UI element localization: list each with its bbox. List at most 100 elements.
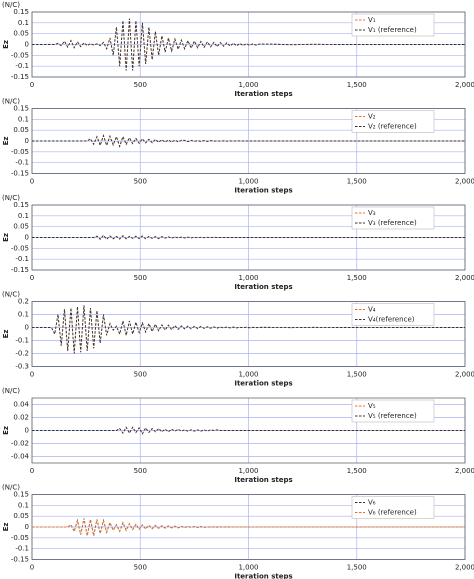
y-tick-label: -0.05 (11, 534, 29, 542)
y-tick-label: 0 (25, 137, 29, 145)
y-tick-label: -0.1 (15, 159, 29, 167)
y-tick-label: 0 (25, 324, 29, 332)
x-axis-label: Iteration steps (234, 476, 292, 484)
y-axis-label: Ez (2, 523, 10, 532)
y-tick-label: 0.15 (13, 201, 29, 209)
x-tick-label: 1,000 (238, 178, 258, 186)
series-line (32, 18, 465, 71)
legend-label: V₆ (reference) (368, 509, 417, 517)
x-tick-label: 0 (30, 81, 34, 89)
y-tick-label: -0.1 (15, 255, 29, 263)
x-tick-label: 2,000 (455, 564, 474, 572)
x-axis-label: Iteration steps (234, 187, 292, 195)
y-tick-label: -0.05 (11, 148, 29, 156)
y-tick-label: -0.15 (11, 266, 29, 274)
x-tick-label: 2,000 (455, 81, 474, 89)
x-tick-label: 1,500 (347, 81, 367, 89)
x-tick-label: 1,500 (347, 178, 367, 186)
y-tick-label: -0.1 (15, 545, 29, 553)
x-tick-label: 1,500 (347, 274, 367, 282)
y-tick-label: 0.02 (13, 414, 29, 422)
unit-label: (N/C) (2, 98, 20, 106)
y-tick-label: 0 (25, 41, 29, 49)
x-axis-label: Iteration steps (234, 283, 292, 291)
legend-box (351, 13, 435, 37)
unit-label: (N/C) (2, 291, 20, 299)
series-line (32, 234, 465, 240)
x-tick-label: 1,500 (347, 564, 367, 572)
x-tick-label: 1,000 (238, 564, 258, 572)
x-tick-label: 500 (134, 371, 147, 379)
y-tick-label: -0.2 (15, 350, 29, 358)
y-tick-label: 0 (25, 234, 29, 242)
x-tick-label: 500 (134, 81, 147, 89)
x-tick-label: 2,000 (455, 467, 474, 475)
y-axis-label: Ez (2, 233, 10, 242)
x-tick-label: 1,500 (347, 371, 367, 379)
y-tick-label: 0.05 (13, 126, 29, 134)
legend-label: V₃ (368, 209, 376, 217)
y-tick-label: 0.05 (13, 512, 29, 520)
legend-label: V₁ (368, 16, 376, 24)
x-axis-label: Iteration steps (234, 573, 292, 579)
x-tick-label: 500 (134, 564, 147, 572)
y-axis-label: Ez (2, 330, 10, 339)
y-tick-label: -0.05 (11, 51, 29, 59)
y-axis-label: Ez (2, 137, 10, 146)
legend-box (351, 206, 435, 230)
y-tick-label: -0.05 (11, 244, 29, 252)
series-line (32, 426, 465, 435)
x-tick-label: 2,000 (455, 371, 474, 379)
y-tick-label: -0.15 (11, 556, 29, 564)
x-tick-label: 1,000 (238, 81, 258, 89)
y-tick-label: 0.15 (13, 491, 29, 499)
x-tick-label: 1,000 (238, 467, 258, 475)
x-tick-label: 0 (30, 274, 34, 282)
y-tick-label: 0.04 (13, 401, 29, 409)
y-tick-label: -0.3 (15, 363, 29, 371)
legend-label: V₄(reference) (368, 316, 415, 324)
y-tick-label: 0 (25, 523, 29, 531)
y-tick-label: 0 (25, 427, 29, 435)
y-tick-label: 0.05 (13, 30, 29, 38)
x-tick-label: 2,000 (455, 274, 474, 282)
legend-label: V₂ (368, 113, 376, 121)
y-axis-label: Ez (2, 40, 10, 49)
y-tick-label: 0.1 (18, 115, 29, 123)
x-tick-label: 1,500 (347, 467, 367, 475)
y-tick-label: 0.2 (18, 298, 29, 306)
legend-box (351, 496, 435, 519)
y-tick-label: -0.1 (15, 337, 29, 345)
unit-label: (N/C) (2, 1, 20, 9)
legend-label: V₂ (reference) (368, 123, 417, 131)
legend-label: V₃ (reference) (368, 219, 417, 227)
x-axis-label: Iteration steps (234, 380, 292, 388)
x-tick-label: 0 (30, 371, 34, 379)
y-tick-label: -0.04 (11, 453, 30, 461)
y-tick-label: -0.02 (11, 440, 29, 448)
legend-label: V₄ (368, 306, 376, 314)
y-tick-label: 0.1 (18, 19, 29, 27)
x-tick-label: 500 (134, 467, 147, 475)
y-axis-label: Ez (2, 426, 10, 435)
y-tick-label: 0.05 (13, 223, 29, 231)
x-tick-label: 0 (30, 467, 34, 475)
x-tick-label: 500 (134, 274, 147, 282)
legend-box (351, 303, 435, 326)
y-tick-label: -0.1 (15, 62, 29, 70)
legend-box (351, 110, 435, 133)
y-tick-label: -0.15 (11, 73, 29, 81)
x-axis-label: Iteration steps (234, 90, 292, 98)
y-tick-label: 0.1 (18, 501, 29, 509)
x-tick-label: 1,000 (238, 274, 258, 282)
x-tick-label: 2,000 (455, 178, 474, 186)
legend-label: V₅ (reference) (368, 412, 417, 420)
legend-box (351, 399, 435, 423)
plot-frame (31, 301, 466, 367)
unit-label: (N/C) (2, 387, 20, 395)
x-tick-label: 500 (134, 178, 147, 186)
y-tick-label: 0.15 (13, 8, 29, 16)
x-tick-label: 1,000 (238, 371, 258, 379)
series-line (32, 134, 465, 148)
